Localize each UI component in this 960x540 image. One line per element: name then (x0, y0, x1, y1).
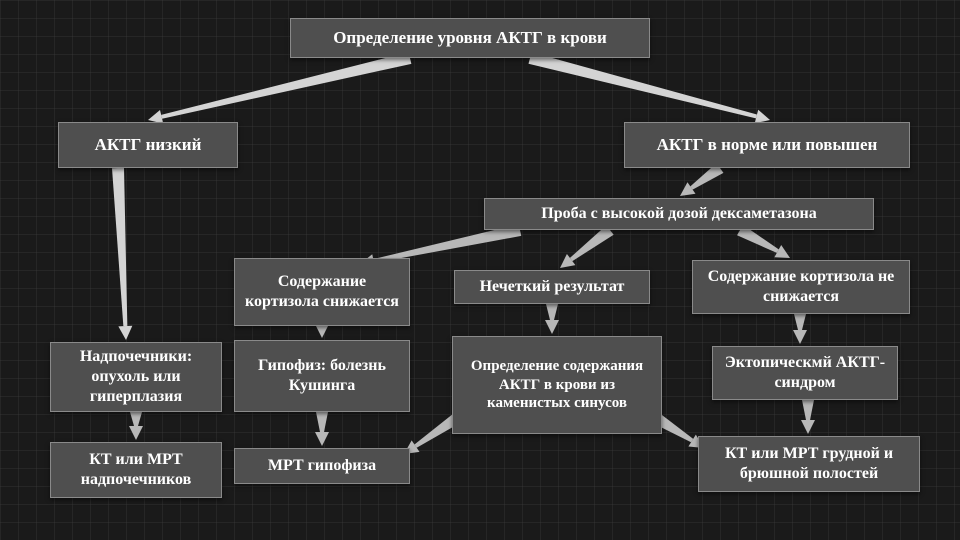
edge-proba-to-unclear (570, 225, 614, 261)
edge-head-proba-to-unclear (560, 254, 575, 268)
edge-head-cort_dec-to-pituitary (315, 324, 329, 338)
node-ct_adrenal: КТ или МРТ надпочечников (50, 442, 222, 498)
node-unclear: Нечеткий результат (454, 270, 650, 304)
node-root: Определение уровня АКТГ в крови (290, 18, 650, 58)
edge-adrenal-to-ct_adrenal (130, 412, 142, 426)
edge-head-normal-to-proba (680, 182, 695, 196)
edge-cort_nodec-to-ectopic (794, 314, 806, 330)
edge-low-to-adrenal (112, 168, 127, 326)
edge-head-unclear-to-sinus (545, 320, 559, 334)
node-cort_nodec: Содержание кортизола не снижается (692, 260, 910, 314)
node-mri_pit: МРТ гипофиза (234, 448, 410, 484)
node-proba: Проба с высокой дозой дексаметазона (484, 198, 874, 230)
edge-head-pituitary-to-mri_pit (315, 432, 329, 446)
node-cort_dec: Содержание кортизола снижается (234, 258, 410, 326)
node-normal: АКТГ в норме или повышен (624, 122, 910, 168)
node-ct_thorax: КТ или МРТ грудной и брюшной полостей (698, 436, 920, 492)
node-adrenal: Надпочечники: опухоль или гиперплазия (50, 342, 222, 412)
edge-ectopic-to-ct_thorax (802, 400, 814, 420)
node-low: АКТГ низкий (58, 122, 238, 168)
node-sinus: Определение содержания АКТГ в крови из к… (452, 336, 662, 434)
edge-head-adrenal-to-ct_adrenal (129, 426, 143, 440)
edge-head-proba-to-cort_nodec (774, 245, 790, 258)
edge-head-ectopic-to-ct_thorax (801, 420, 815, 434)
edge-head-low-to-adrenal (118, 326, 132, 340)
edge-root-to-low (161, 52, 411, 119)
node-pituitary: Гипофиз: болезнь Кушинга (234, 340, 410, 412)
node-ectopic: Эктопическмй АКТГ-синдром (712, 346, 898, 400)
edge-head-cort_nodec-to-ectopic (793, 330, 807, 344)
edge-pituitary-to-mri_pit (316, 412, 328, 432)
edge-unclear-to-sinus (546, 304, 558, 320)
edge-root-to-normal (528, 52, 756, 118)
